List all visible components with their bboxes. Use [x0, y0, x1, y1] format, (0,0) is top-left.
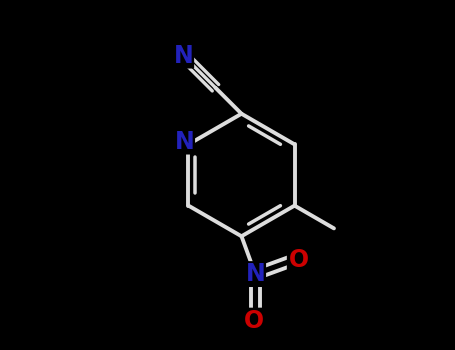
- Text: O: O: [288, 248, 308, 272]
- Text: N: N: [174, 130, 194, 154]
- Text: N: N: [245, 262, 265, 286]
- Text: N: N: [173, 44, 193, 68]
- Text: O: O: [243, 309, 263, 333]
